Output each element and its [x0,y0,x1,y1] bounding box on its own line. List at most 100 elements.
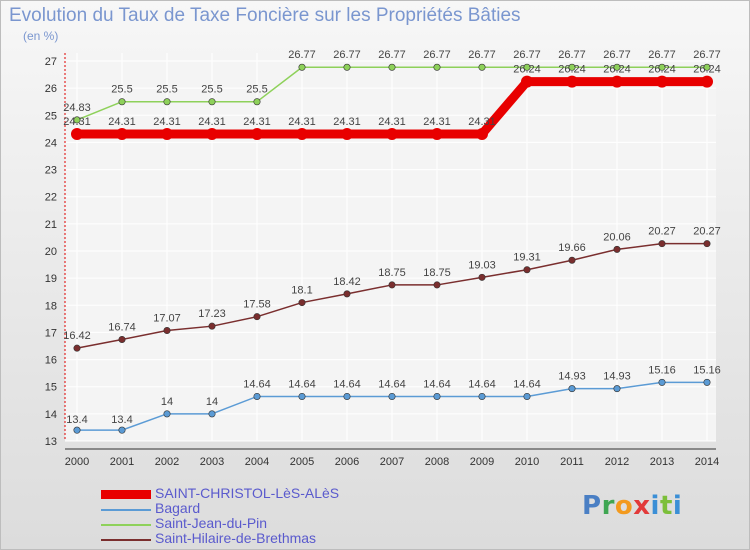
data-label: 14.64 [468,378,496,390]
data-point [73,344,81,352]
data-label: 15.16 [693,364,721,376]
x-tick-label: 2014 [695,456,719,468]
y-tick-label: 19 [45,273,57,285]
data-point [253,98,261,106]
x-tick-label: 2005 [290,456,314,468]
data-label: 26.77 [603,49,631,61]
data-point [613,385,621,393]
data-label: 18.42 [333,276,361,288]
y-tick-label: 20 [45,246,57,258]
x-tick-label: 2001 [110,456,134,468]
data-label: 26.77 [378,49,406,61]
data-point [523,63,531,71]
data-point [388,281,396,289]
data-point [298,392,306,400]
y-tick-label: 27 [45,56,57,68]
data-label: 14.93 [603,371,631,383]
legend-label: Saint-Hilaire-de-Brethmas [155,530,317,546]
data-label: 26.77 [468,49,496,61]
x-tick-label: 2003 [200,456,224,468]
data-label: 25.5 [111,84,132,96]
data-point [568,63,576,71]
x-tick-label: 2004 [245,456,269,468]
x-tick-label: 2007 [380,456,404,468]
data-label: 14.64 [378,378,406,390]
data-point [388,392,396,400]
data-point [613,63,621,71]
data-point [478,392,486,400]
data-label: 14.64 [423,378,451,390]
data-point [208,322,216,330]
legend-label: Bagard [155,500,201,516]
data-label: 20.27 [648,226,676,238]
data-point [343,392,351,400]
data-point [521,75,533,88]
x-tick-label: 2012 [605,456,629,468]
data-point [208,98,216,106]
legend-swatch [101,524,151,526]
data-label: 20.27 [693,226,721,238]
legend-swatch [101,539,151,541]
data-label: 14.93 [558,371,586,383]
data-point [161,128,173,141]
data-label: 24.31 [63,116,91,128]
data-point [431,128,443,141]
data-point [253,313,261,321]
data-label: 13.4 [66,414,87,426]
data-point [163,98,171,106]
data-labels: 24.31 24.31 24.31 24.31 24.31 24.31 24.31 24.31… [63,49,721,426]
data-point [251,128,263,141]
data-point [478,273,486,281]
x-tick-label: 2002 [155,456,179,468]
x-tick-label: 2000 [65,456,89,468]
data-label: 19.03 [468,259,496,271]
data-point [703,63,711,71]
data-point [476,128,488,141]
data-point [613,245,621,253]
data-point [433,281,441,289]
data-point [296,128,308,141]
x-tick-label: 2009 [470,456,494,468]
data-point [611,75,623,88]
axes: 13 14 15 16 17 18 19 20 21 22 23 24 25 26 27 2000 2001 20… [45,53,719,468]
data-point [253,392,261,400]
data-label: 14 [206,396,218,408]
data-label: 14.64 [513,378,541,390]
data-label: 20.06 [603,231,631,243]
legend-swatch [101,490,151,499]
data-point [658,240,666,248]
data-label: 26.77 [558,49,586,61]
y-tick-label: 26 [45,83,57,95]
data-label: 24.31 [108,116,136,128]
data-label: 25.5 [201,84,222,96]
data-label: 26.24 [648,64,676,76]
data-point [701,75,713,88]
data-label: 24.31 [198,116,226,128]
data-label: 24.31 [288,116,316,128]
data-point [163,410,171,418]
data-point [478,63,486,71]
data-point [163,327,171,335]
chart-title: Evolution du Taux de Taxe Foncière sur l… [9,5,521,26]
data-point [343,290,351,298]
data-label: 25.5 [156,84,177,96]
data-point [656,75,668,88]
data-point [118,335,126,343]
data-point [343,63,351,71]
data-point [523,266,531,274]
data-label: 13.4 [111,414,132,426]
data-point [116,128,128,141]
data-label: 14.64 [333,378,361,390]
data-label: 26.77 [423,49,451,61]
data-point [386,128,398,141]
data-label: 18.75 [378,267,406,279]
y-tick-label: 14 [45,409,57,421]
data-label: 17.23 [198,308,226,320]
plot-area [65,53,716,441]
data-label: 26.24 [558,64,586,76]
data-point [118,98,126,106]
data-label: 18.1 [291,285,312,297]
legend-swatch [101,509,151,511]
data-label: 14.64 [288,378,316,390]
